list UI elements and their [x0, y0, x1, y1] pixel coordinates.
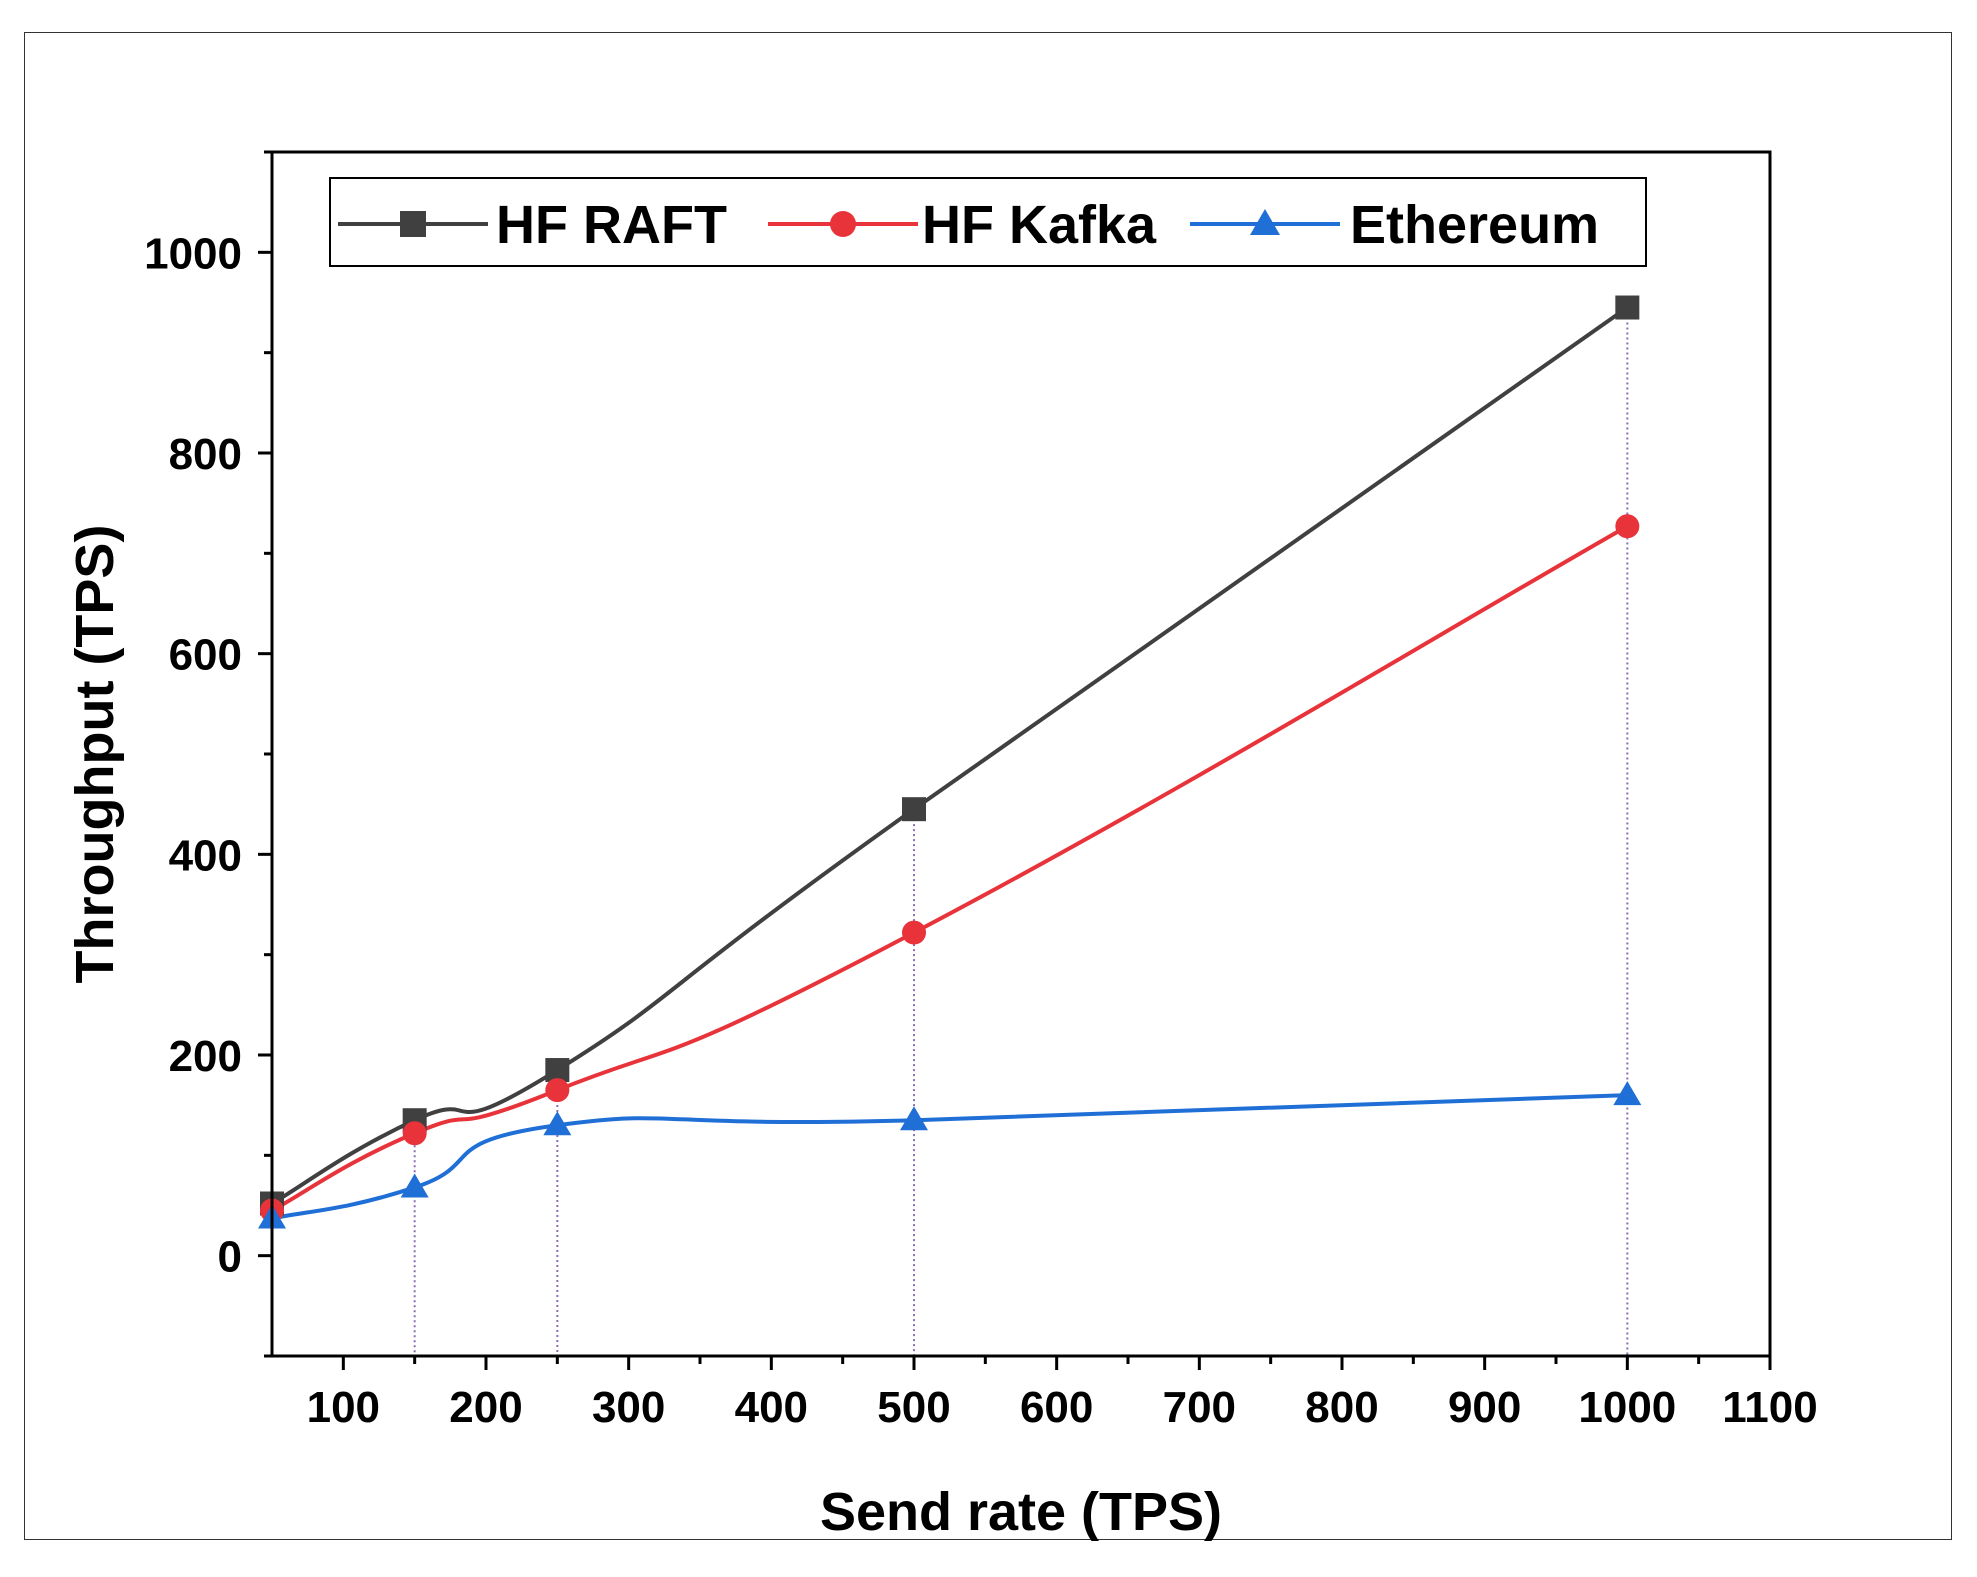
legend-box — [329, 177, 1647, 267]
data-point-ethereum — [900, 1106, 928, 1131]
series-line-hf-kafka — [271, 524, 1629, 1213]
y-tick-label: 200 — [169, 1032, 242, 1081]
legend-marker-hf-kafka — [830, 211, 856, 237]
drop-lines — [271, 307, 1629, 1356]
x-tick-label: 900 — [1448, 1383, 1521, 1432]
y-tick-label: 400 — [169, 831, 242, 880]
data-point-ethereum — [1613, 1081, 1642, 1106]
y-tick-label: 1000 — [144, 229, 242, 278]
y-axis-title: Throughput (TPS) — [65, 525, 125, 984]
legend-marker-ethereum — [1250, 209, 1280, 235]
data-point-hf-kafka — [1615, 514, 1640, 539]
series-line-hf-raft — [270, 305, 1629, 1206]
y-tick-label: 600 — [169, 631, 242, 680]
data-point-hf-raft — [1615, 295, 1640, 320]
figure-frame — [24, 32, 1952, 1540]
series-line-ethereum — [271, 1093, 1628, 1221]
x-tick-label: 100 — [307, 1383, 380, 1432]
x-tick-label: 1000 — [1578, 1383, 1676, 1432]
x-tick-label: 1100 — [1722, 1383, 1817, 1432]
data-point-hf-kafka — [545, 1078, 570, 1103]
x-tick-label: 600 — [1020, 1383, 1093, 1432]
data-point-hf-kafka — [902, 920, 926, 945]
legend-label-ethereum: Ethereum — [1350, 195, 1599, 255]
x-tick-label: 500 — [877, 1383, 950, 1432]
x-axis-title: Send rate (TPS) — [820, 1482, 1222, 1542]
x-tick-label: 800 — [1305, 1383, 1378, 1432]
y-tick-label: 0 — [218, 1233, 242, 1282]
data-point-hf-raft — [545, 1058, 570, 1083]
x-tick-label: 700 — [1163, 1383, 1236, 1432]
data-point-ethereum — [400, 1173, 429, 1198]
data-point-hf-kafka — [402, 1121, 427, 1146]
plot-area — [270, 150, 1772, 1358]
legend-label-hf-raft: HF RAFT — [496, 195, 727, 255]
x-tick-label: 200 — [449, 1383, 522, 1432]
x-tick-label: 300 — [592, 1383, 665, 1432]
series-markers — [258, 295, 1642, 1229]
y-tick-label: 800 — [169, 430, 242, 479]
data-point-ethereum — [543, 1111, 572, 1136]
legend-marker-hf-raft — [400, 211, 426, 237]
series-lines — [270, 305, 1629, 1221]
legend-label-hf-kafka: HF Kafka — [922, 195, 1157, 255]
x-axis-ticks: 100 200 300 400 500 600 700 800 900 1000 1100 — [307, 1356, 1818, 1432]
y-axis-ticks: 0 200 400 600 800 1000 — [144, 150, 272, 1358]
data-point-hf-raft — [902, 797, 926, 822]
legend: HF RAFT HF Kafka Ethereum — [329, 177, 1647, 267]
x-tick-label: 400 — [735, 1383, 808, 1432]
